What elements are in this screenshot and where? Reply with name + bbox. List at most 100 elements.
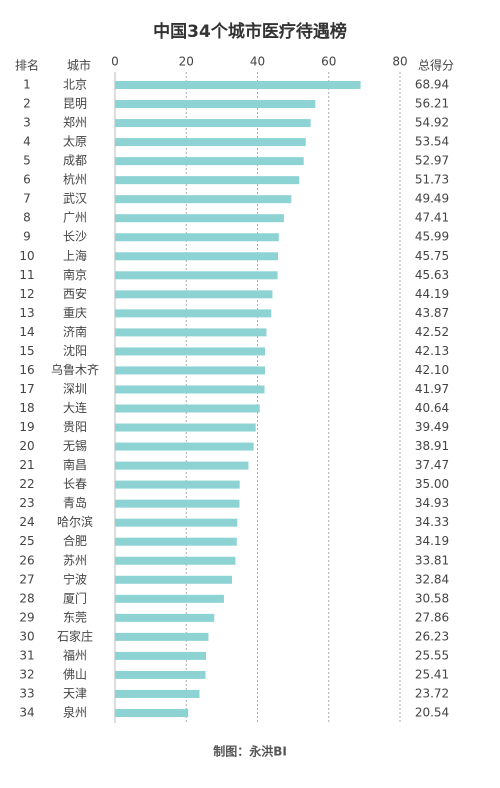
bar [115, 518, 238, 527]
value-label: 37.47 [415, 458, 449, 472]
rank-label: 5 [23, 154, 31, 168]
value-label: 42.13 [415, 344, 449, 358]
rank-label: 8 [23, 211, 31, 225]
y-tick-label: 天津 [63, 686, 87, 700]
bar [115, 195, 292, 204]
rank-label: 19 [19, 420, 34, 434]
rank-label: 4 [23, 135, 31, 149]
value-label: 32.84 [415, 572, 449, 586]
rank-label: 3 [23, 116, 31, 130]
y-tick-label: 太原 [63, 134, 87, 149]
rank-label: 18 [19, 401, 34, 415]
x-tick-label: 20 [179, 55, 194, 69]
bar [115, 499, 240, 508]
rank-label: 27 [19, 572, 34, 586]
y-tick-label: 成都 [63, 154, 87, 168]
value-label: 34.93 [415, 496, 449, 510]
rank-label: 34 [19, 705, 34, 719]
bar [115, 404, 260, 413]
y-tick-label: 长春 [63, 477, 87, 491]
y-tick-label: 厦门 [63, 590, 87, 605]
rank-label: 26 [19, 553, 34, 567]
bar [115, 366, 265, 375]
chart-title: 中国34个城市医疗待遇榜 [153, 21, 347, 42]
x-tick-label: 0 [111, 55, 119, 69]
y-tick-label: 福州 [63, 647, 87, 662]
rank-label: 6 [23, 173, 31, 187]
value-label: 49.49 [415, 192, 449, 206]
value-label: 20.54 [415, 705, 449, 719]
value-label: 38.91 [415, 439, 449, 453]
rank-label: 20 [19, 439, 34, 453]
value-label: 47.41 [415, 211, 449, 225]
value-label: 42.52 [415, 325, 449, 339]
rank-label: 7 [23, 192, 31, 206]
rank-header: 排名 [15, 58, 39, 73]
y-tick-label: 南昌 [63, 457, 87, 472]
bar [115, 271, 278, 280]
y-tick-label: 石家庄 [57, 628, 93, 643]
score-header: 总得分 [418, 58, 454, 73]
y-tick-label: 昆明 [63, 97, 87, 111]
y-tick-label: 东莞 [63, 610, 87, 624]
value-label: 34.19 [415, 534, 449, 548]
y-tick-label: 北京 [63, 78, 87, 92]
rank-label: 14 [19, 325, 34, 339]
bar [115, 138, 306, 147]
rank-label: 17 [19, 382, 34, 396]
value-label: 68.94 [415, 78, 449, 92]
value-label: 41.97 [415, 382, 449, 396]
rank-label: 29 [19, 610, 34, 624]
value-label: 42.10 [415, 363, 449, 377]
rank-label: 24 [19, 515, 34, 529]
rank-label: 1 [23, 78, 31, 92]
bar [115, 651, 207, 660]
y-tick-label: 泉州 [63, 705, 87, 719]
rank-label: 30 [19, 629, 34, 643]
y-tick-label: 无锡 [63, 438, 87, 453]
bar [115, 594, 224, 603]
y-tick-label: 合肥 [63, 533, 87, 548]
bar [115, 537, 237, 546]
bar [115, 423, 256, 432]
bar [115, 385, 265, 394]
bar [115, 613, 215, 622]
rank-label: 22 [19, 477, 34, 491]
rank-label: 28 [19, 591, 34, 605]
x-tick-label: 80 [392, 55, 407, 69]
y-tick-label: 南京 [63, 267, 87, 282]
value-label: 53.54 [415, 135, 449, 149]
rank-label: 25 [19, 534, 34, 548]
y-tick-label: 济南 [63, 324, 87, 339]
rank-label: 31 [19, 648, 34, 662]
bar [115, 290, 273, 299]
y-tick-label: 西安 [63, 286, 87, 301]
bar [115, 100, 316, 109]
value-label: 33.81 [415, 553, 449, 567]
bar [115, 708, 189, 717]
bar [115, 252, 278, 261]
rank-label: 10 [19, 249, 34, 263]
y-tick-label: 贵阳 [63, 420, 87, 434]
value-label: 25.41 [415, 667, 449, 681]
bar [115, 81, 361, 89]
bar [115, 214, 284, 223]
bar [115, 689, 200, 698]
value-label: 27.86 [415, 610, 449, 624]
y-tick-label: 上海 [63, 248, 87, 263]
bar [115, 328, 267, 337]
city-header: 城市 [67, 58, 91, 73]
y-tick-label: 宁波 [63, 571, 87, 586]
bar [115, 575, 232, 584]
rank-label: 32 [19, 667, 34, 681]
rank-label: 2 [23, 97, 31, 111]
x-tick-label: 40 [250, 55, 265, 69]
y-tick-label: 青岛 [63, 495, 87, 510]
rank-label: 21 [19, 458, 34, 472]
value-label: 34.33 [415, 515, 449, 529]
value-label: 52.97 [415, 154, 449, 168]
bar [115, 556, 236, 565]
y-tick-label: 广州 [63, 211, 87, 225]
y-tick-label: 大连 [63, 400, 87, 415]
bar [115, 442, 254, 451]
